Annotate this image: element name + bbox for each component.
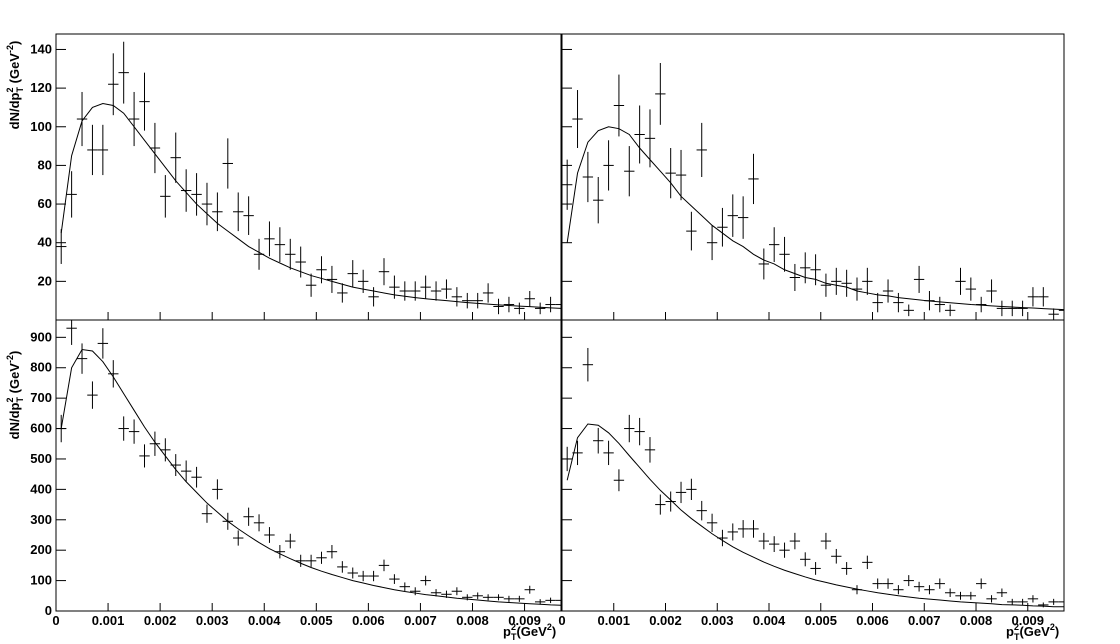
axis-label-part: ) [1055, 624, 1059, 639]
axis-label: p2 T(GeV2) [1006, 622, 1059, 642]
plot-area [56, 41, 561, 315]
axis-label-part: (GeV [1019, 624, 1050, 639]
axis-label-part: 2 [1014, 622, 1019, 632]
frame [55, 319, 562, 612]
y-tick-label: 900 [30, 329, 52, 344]
y-tick-label: 60 [38, 196, 52, 211]
axis-label-part: p [503, 624, 511, 639]
x-tick-label: 0.006 [856, 613, 889, 628]
axis-label-part: ) [552, 624, 556, 639]
axis-label-part: T [511, 632, 517, 642]
axis-label-part: 2 [547, 622, 552, 632]
x-tick-label: 0.004 [248, 613, 281, 628]
axis-label-part: -2 [5, 45, 15, 53]
panel: 0 0.001 0.002 0.003 0.004 0.005 0.006 0.007 0.00… [558, 319, 1065, 642]
axis-label-part: dN/dp [7, 402, 22, 439]
frame [55, 33, 562, 321]
axis-label-part: T [15, 396, 25, 402]
frame [561, 33, 1065, 321]
x-tick-label: 0.005 [300, 613, 333, 628]
x-tick-label: 0.007 [404, 613, 437, 628]
x-tick-label: 0.007 [908, 613, 941, 628]
x-tick-label: 0 [52, 613, 59, 628]
panel [561, 33, 1065, 321]
x-tick-label: 0.008 [456, 613, 489, 628]
x-tick-label: 0.001 [92, 613, 125, 628]
axis-label: dN/dp2T (GeV-2) [5, 41, 25, 130]
axis-label-part: (GeV [7, 363, 22, 397]
x-tick-label: 0.002 [649, 613, 682, 628]
x-tick-label: 0.009 [508, 613, 541, 628]
y-tick-label: 100 [30, 119, 52, 134]
axis-label-part: 2 [5, 87, 15, 92]
plot-area [562, 62, 1064, 320]
y-tick-label: 140 [30, 41, 52, 56]
y-tick-label: 200 [30, 542, 52, 557]
axis-label-part: ) [7, 351, 22, 355]
y-tick-label: 20 [38, 273, 52, 288]
y-tick-label: 700 [30, 390, 52, 405]
axis-label-part: T [15, 86, 25, 92]
x-tick-label: 0.003 [196, 613, 229, 628]
x-tick-label: 0.005 [804, 613, 837, 628]
axis-label-part: (GeV [516, 624, 547, 639]
x-tick-label: 0.001 [597, 613, 630, 628]
x-tick-label: 0.008 [960, 613, 993, 628]
y-tick-label: 100 [30, 573, 52, 588]
y-tick-label: 400 [30, 481, 52, 496]
axis-label-part: 2 [5, 397, 15, 402]
x-tick-label: 0.006 [352, 613, 385, 628]
axis-label: p2 T(GeV2) [503, 622, 556, 642]
axis-label-part: dN/dp [7, 92, 22, 129]
axis-label-part: -2 [5, 355, 15, 363]
axis-label-part: (GeV [7, 53, 22, 87]
y-tick-label: 40 [38, 235, 52, 250]
axis-label-part: p [1006, 624, 1014, 639]
y-tick-label: 600 [30, 421, 52, 436]
plot-area [562, 347, 1064, 608]
y-tick-label: 300 [30, 512, 52, 527]
y-tick-label: 800 [30, 360, 52, 375]
panel: 20 40 60 80 100 120 140 dN/dp2T (GeV-2) [5, 33, 562, 321]
y-tick-label: 80 [38, 157, 52, 172]
x-tick-label: 0.002 [144, 613, 177, 628]
y-tick-label: 0 [45, 603, 52, 618]
frame [561, 319, 1065, 612]
fit-curve [566, 423, 1064, 608]
plot-area [56, 320, 561, 606]
axis-label-part: T [1014, 632, 1020, 642]
x-tick-label: 0.003 [701, 613, 734, 628]
x-tick-label: 0.004 [753, 613, 786, 628]
x-tick-label: 0.009 [1011, 613, 1044, 628]
axis-label-part: ) [7, 41, 22, 45]
fit-curve [60, 103, 561, 309]
axis-label: dN/dp2T (GeV-2) [5, 351, 25, 440]
panel: 0 100 200 300 400 500 600 700 800 900 0 0.001 0.002 0… [5, 319, 562, 642]
x-tick-label: 0 [558, 613, 565, 628]
fit-curve [60, 348, 561, 606]
fit-curve [566, 126, 1064, 311]
y-tick-label: 500 [30, 451, 52, 466]
axis-label-part: 2 [511, 622, 516, 632]
axis-label-part: 2 [1050, 622, 1055, 632]
y-tick-label: 120 [30, 80, 52, 95]
